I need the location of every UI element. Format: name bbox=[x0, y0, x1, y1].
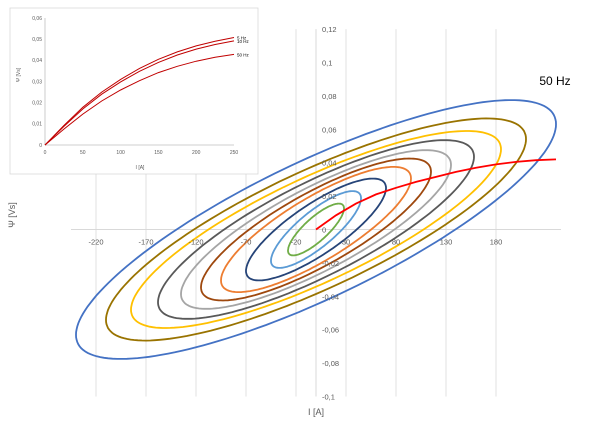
y-tick-label: 0,12 bbox=[322, 25, 337, 34]
y-tick-label: 0,06 bbox=[322, 125, 337, 134]
hysteresis-loop bbox=[270, 190, 362, 269]
inset-y-tick-label: 0,03 bbox=[32, 79, 42, 85]
main-y-axis-label: Ψ [Vs] bbox=[7, 202, 17, 228]
inset-tick-labels: 0 0,01 0,02 0,03 0,04 0,05 0,06 0 50 100 150 200 250 bbox=[32, 16, 238, 156]
hysteresis-loop bbox=[180, 149, 452, 310]
inset-series-line bbox=[44, 53, 235, 146]
inset-x-tick-label: 100 bbox=[116, 150, 125, 156]
magnetization-curve bbox=[315, 158, 557, 231]
hysteresis-loop bbox=[75, 99, 557, 360]
inset-axes bbox=[44, 18, 234, 146]
inset-y-tick-label: 0 bbox=[39, 143, 42, 149]
x-tick-label: 80 bbox=[392, 238, 400, 247]
inset-series-label: 5 Hz bbox=[237, 35, 247, 40]
hysteresis-loop bbox=[220, 166, 412, 293]
hysteresis-loop bbox=[105, 117, 527, 342]
frequency-annotation: 50 Hz bbox=[539, 74, 570, 88]
inset-x-tick-label: 150 bbox=[154, 150, 163, 156]
inset-background bbox=[9, 7, 259, 175]
magnetization-curve-group bbox=[315, 158, 557, 231]
inset-y-axis-label: Ψ [Vs] bbox=[16, 67, 22, 82]
y-tick-label: 0,08 bbox=[322, 92, 337, 101]
hysteresis-loop bbox=[130, 130, 502, 329]
hysteresis-loop bbox=[157, 139, 475, 320]
hysteresis-loop bbox=[200, 157, 432, 302]
main-tick-labels: -0,1 -0,08 -0,06 -0,04 -0,02 0 0,02 0,04 0,06 0,0… bbox=[88, 25, 502, 401]
y-tick-label: -0,02 bbox=[322, 259, 339, 268]
x-tick-label: -170 bbox=[138, 238, 153, 247]
inset-chart: 0 0,01 0,02 0,03 0,04 0,05 0,06 0 50 100 150 200 250… bbox=[9, 7, 259, 175]
main-x-axis-label: I [A] bbox=[308, 407, 324, 417]
inset-series-label: 10 Hz bbox=[237, 39, 250, 44]
x-tick-label: -20 bbox=[291, 238, 302, 247]
x-tick-label: -220 bbox=[88, 238, 103, 247]
y-tick-label: 0 bbox=[322, 226, 326, 235]
inset-y-tick-label: 0,01 bbox=[32, 122, 42, 128]
y-tick-label: 0,02 bbox=[322, 192, 337, 201]
hysteresis-loops bbox=[75, 99, 557, 360]
x-tick-label: -70 bbox=[241, 238, 252, 247]
inset-x-tick-label: 0 bbox=[44, 150, 47, 156]
hysteresis-loop bbox=[287, 202, 345, 257]
y-tick-label: 0,04 bbox=[322, 159, 337, 168]
inset-y-tick-label: 0,06 bbox=[32, 16, 42, 22]
x-tick-label: -120 bbox=[188, 238, 203, 247]
inset-x-tick-label: 200 bbox=[192, 150, 201, 156]
y-tick-label: -0,06 bbox=[322, 326, 339, 335]
y-tick-label: -0,1 bbox=[322, 393, 335, 402]
inset-series bbox=[44, 37, 235, 146]
inset-y-tick-label: 0,02 bbox=[32, 100, 42, 106]
inset-y-tick-label: 0,04 bbox=[32, 58, 42, 64]
x-tick-label: 30 bbox=[342, 238, 350, 247]
y-tick-label: -0,04 bbox=[322, 292, 339, 301]
inset-y-tick-label: 0,05 bbox=[32, 37, 42, 43]
inset-x-axis-label: I [A] bbox=[136, 165, 146, 171]
y-tick-label: -0,08 bbox=[322, 359, 339, 368]
x-tick-label: 180 bbox=[490, 238, 503, 247]
inset-series-label: 50 Hz bbox=[237, 52, 250, 57]
inset-series-line bbox=[44, 37, 235, 146]
y-tick-label: 0,1 bbox=[322, 59, 332, 68]
hysteresis-loop bbox=[245, 177, 387, 282]
inset-x-tick-label: 50 bbox=[80, 150, 86, 156]
x-tick-label: 130 bbox=[440, 238, 453, 247]
inset-series-line bbox=[44, 40, 235, 146]
inset-x-tick-label: 250 bbox=[230, 150, 239, 156]
